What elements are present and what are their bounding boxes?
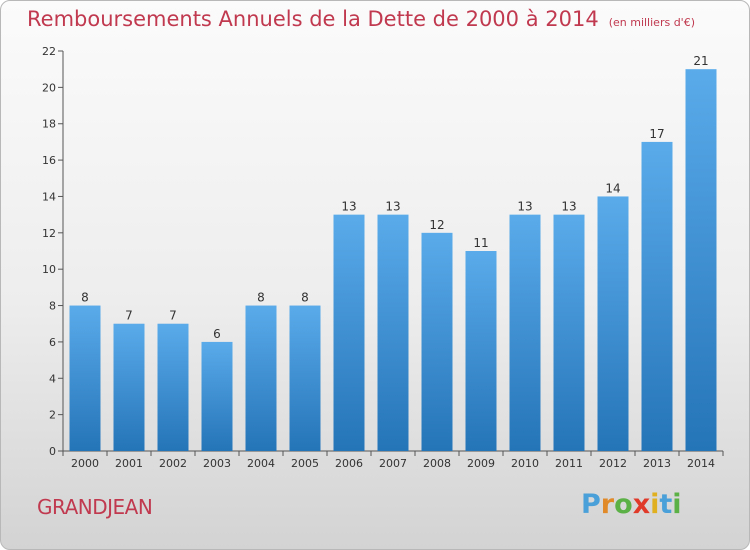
y-tick-label: 22 xyxy=(42,45,56,58)
data-label: 12 xyxy=(429,218,444,232)
x-tick-label: 2010 xyxy=(511,457,539,470)
data-label: 8 xyxy=(257,291,265,305)
logo-letter: o xyxy=(614,489,633,520)
x-tick-label: 2003 xyxy=(203,457,231,470)
chart-title: Remboursements Annuels de la Dette de 20… xyxy=(27,7,695,31)
bar xyxy=(465,251,497,451)
x-tick-label: 2013 xyxy=(643,457,671,470)
data-label: 7 xyxy=(125,309,133,323)
x-tick-label: 2000 xyxy=(71,457,99,470)
y-tick-label: 20 xyxy=(42,81,56,94)
logo-letter: i xyxy=(650,489,660,520)
logo-letter: i xyxy=(672,489,682,520)
y-tick-label: 18 xyxy=(42,118,56,131)
data-label: 13 xyxy=(517,200,532,214)
data-label: 6 xyxy=(213,327,221,341)
bar xyxy=(553,214,585,451)
bar xyxy=(333,214,365,451)
bar xyxy=(597,196,629,451)
data-label: 17 xyxy=(649,127,664,141)
data-label: 13 xyxy=(561,200,576,214)
logo-letter: r xyxy=(600,489,615,520)
bar xyxy=(289,305,321,451)
data-label: 8 xyxy=(301,291,309,305)
x-tick-label: 2012 xyxy=(599,457,627,470)
bar xyxy=(685,69,717,451)
logo-letter: P xyxy=(581,489,601,520)
chart-labels: 8 7 7 6 8 8 13 13 12 11 13 13 14 17 21 xyxy=(81,54,708,341)
x-tick-label: 2007 xyxy=(379,457,407,470)
y-tick-label: 14 xyxy=(42,190,56,203)
y-tick-label: 6 xyxy=(49,336,56,349)
x-tick-label: 2009 xyxy=(467,457,495,470)
bar xyxy=(377,214,409,451)
chart-title-text: Remboursements Annuels de la Dette de 20… xyxy=(27,7,599,31)
x-tick-label: 2002 xyxy=(159,457,187,470)
x-tick-label: 2011 xyxy=(555,457,583,470)
commune-name: GRANDJEAN xyxy=(37,495,153,519)
x-tick-label: 2004 xyxy=(247,457,275,470)
bar xyxy=(69,305,101,451)
data-label: 7 xyxy=(169,309,177,323)
x-tick-label: 2008 xyxy=(423,457,451,470)
bar xyxy=(201,341,233,451)
data-label: 11 xyxy=(473,236,488,250)
data-label: 13 xyxy=(341,200,356,214)
chart-bars xyxy=(69,69,717,451)
y-tick-label: 0 xyxy=(49,445,56,458)
data-label: 13 xyxy=(385,200,400,214)
bar xyxy=(157,323,189,451)
bar xyxy=(509,214,541,451)
logo-letter: t xyxy=(659,489,673,520)
proxiti-logo: Proxiti xyxy=(581,489,682,520)
y-tick-label: 12 xyxy=(42,227,56,240)
data-label: 8 xyxy=(81,291,89,305)
data-label: 14 xyxy=(605,181,620,195)
y-tick-label: 2 xyxy=(49,409,56,422)
chart-axes: 0 2 4 6 8 10 12 14 16 18 20 22 2000 2001 2002 2003 2004 2… xyxy=(42,45,724,470)
data-label: 21 xyxy=(693,54,708,68)
y-tick-label: 4 xyxy=(49,372,56,385)
y-tick-label: 16 xyxy=(42,154,56,167)
x-tick-label: 2014 xyxy=(687,457,715,470)
x-tick-label: 2006 xyxy=(335,457,363,470)
logo-letter: x xyxy=(632,489,651,520)
x-tick-label: 2005 xyxy=(291,457,319,470)
chart-subtitle: (en milliers d'€) xyxy=(608,16,695,29)
bar xyxy=(245,305,277,451)
x-tick-label: 2001 xyxy=(115,457,143,470)
y-tick-label: 8 xyxy=(49,300,56,313)
bar xyxy=(113,323,145,451)
bar xyxy=(641,141,673,451)
y-tick-label: 10 xyxy=(42,263,56,276)
bar xyxy=(421,232,453,451)
